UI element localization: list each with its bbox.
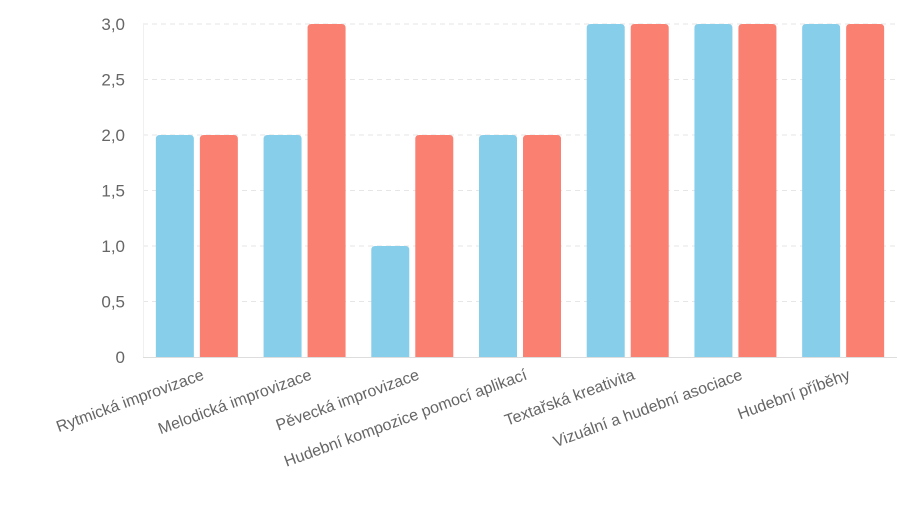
bar bbox=[307, 24, 346, 357]
y-axis-ticks: 0 0,5 1,0 1,5 2,0 2,5 3,0 bbox=[101, 15, 125, 367]
bar bbox=[523, 135, 561, 357]
y-tick-label: 3,0 bbox=[101, 15, 125, 34]
bar bbox=[694, 24, 733, 357]
y-tick-label: 1,5 bbox=[101, 182, 125, 201]
bar bbox=[846, 24, 885, 357]
y-tick-label: 2,0 bbox=[101, 126, 125, 145]
x-tick-label: Vizuální a hudební asociace bbox=[551, 367, 745, 451]
x-tick-label: Hudební příběhy bbox=[736, 367, 853, 423]
y-tick-label: 2,5 bbox=[101, 71, 125, 90]
grid-lines bbox=[143, 23, 897, 358]
bar bbox=[586, 24, 625, 357]
bar bbox=[263, 135, 302, 357]
y-tick-label: 0,5 bbox=[101, 293, 125, 312]
bar bbox=[371, 246, 410, 357]
bar bbox=[155, 135, 194, 357]
y-tick-label: 1,0 bbox=[101, 237, 125, 256]
bar bbox=[738, 24, 777, 357]
bar bbox=[630, 24, 669, 357]
bar bbox=[199, 135, 238, 357]
bar bbox=[479, 135, 517, 357]
bar bbox=[415, 135, 454, 357]
bar bbox=[802, 24, 841, 357]
y-tick-label: 0 bbox=[116, 348, 125, 367]
bars bbox=[155, 24, 885, 357]
